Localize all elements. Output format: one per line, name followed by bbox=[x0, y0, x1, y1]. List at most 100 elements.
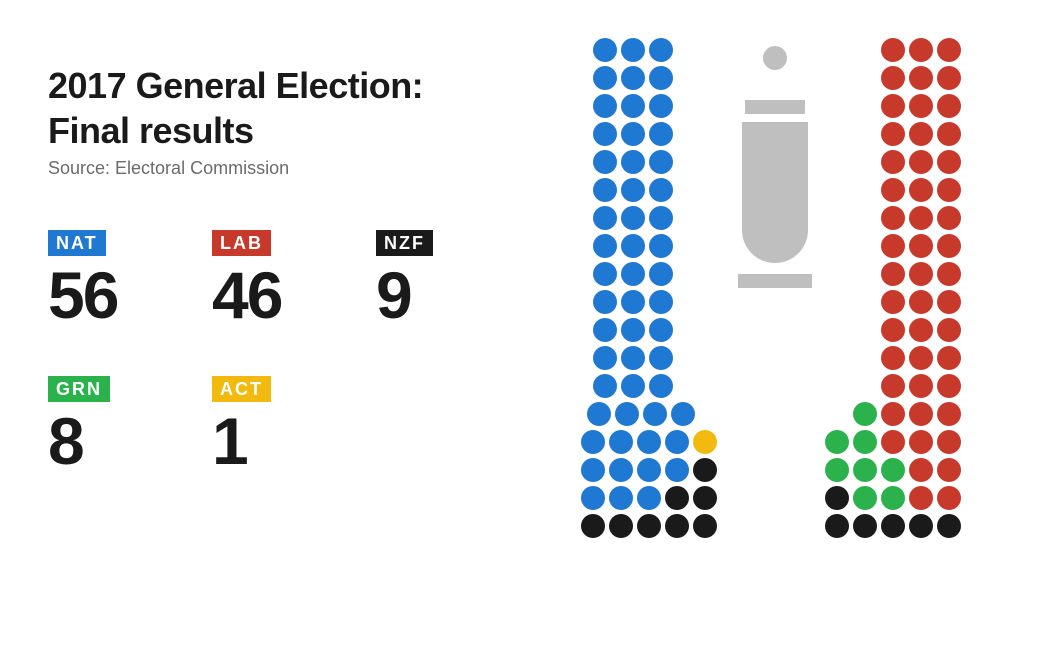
seat-nat bbox=[665, 458, 689, 482]
seat-lab bbox=[937, 206, 961, 230]
seat-lab bbox=[881, 318, 905, 342]
seat-nat bbox=[649, 66, 673, 90]
speaker-icon bbox=[763, 46, 787, 70]
seat-nzf bbox=[937, 514, 961, 538]
seat-nat bbox=[593, 374, 617, 398]
table-top-bar bbox=[745, 100, 805, 114]
seat-nat bbox=[593, 346, 617, 370]
party-nat: NAT 56 bbox=[48, 230, 144, 328]
seat-nat bbox=[621, 234, 645, 258]
seat-lab bbox=[909, 290, 933, 314]
seat-nzf bbox=[693, 458, 717, 482]
seat-nat bbox=[621, 262, 645, 286]
seat-lab bbox=[909, 206, 933, 230]
party-act: ACT1 bbox=[212, 376, 308, 474]
seat-nat bbox=[621, 38, 645, 62]
seat-nat bbox=[621, 66, 645, 90]
seat-lab bbox=[909, 318, 933, 342]
seat-lab bbox=[937, 486, 961, 510]
seat-lab bbox=[937, 374, 961, 398]
seat-grn bbox=[825, 430, 849, 454]
seat-lab bbox=[881, 94, 905, 118]
seat-lab bbox=[881, 430, 905, 454]
seat-nat bbox=[593, 38, 617, 62]
seat-lab bbox=[909, 458, 933, 482]
seat-nat bbox=[593, 234, 617, 258]
seat-lab bbox=[909, 486, 933, 510]
seat-lab bbox=[937, 458, 961, 482]
seat-lab bbox=[881, 122, 905, 146]
seat-lab bbox=[881, 234, 905, 258]
seat-nat bbox=[609, 486, 633, 510]
seat-lab bbox=[881, 290, 905, 314]
party-lab: LAB46 bbox=[212, 230, 308, 328]
seat-nzf bbox=[665, 486, 689, 510]
seat-lab bbox=[937, 38, 961, 62]
seat-lab bbox=[937, 318, 961, 342]
party-seats: 56 bbox=[48, 262, 144, 328]
party-tag: GRN bbox=[48, 376, 110, 402]
seat-nat bbox=[621, 206, 645, 230]
seat-grn bbox=[853, 486, 877, 510]
seat-lab bbox=[937, 122, 961, 146]
seat-lab bbox=[909, 122, 933, 146]
seat-nat bbox=[593, 206, 617, 230]
seat-lab bbox=[909, 94, 933, 118]
party-nzf: NZF9 bbox=[376, 230, 472, 328]
seat-lab bbox=[909, 346, 933, 370]
seat-nat bbox=[621, 122, 645, 146]
seat-lab bbox=[937, 94, 961, 118]
seat-nat bbox=[649, 94, 673, 118]
source-line: Source: Electoral Commission bbox=[48, 158, 488, 179]
seat-nat bbox=[609, 458, 633, 482]
seat-nat bbox=[609, 430, 633, 454]
party-tag: ACT bbox=[212, 376, 271, 402]
parliament-svg bbox=[520, 30, 1030, 630]
seat-nzf bbox=[853, 514, 877, 538]
seat-lab bbox=[881, 66, 905, 90]
party-seats: 8 bbox=[48, 408, 144, 474]
seat-lab bbox=[937, 430, 961, 454]
seat-lab bbox=[909, 402, 933, 426]
seat-nat bbox=[593, 290, 617, 314]
seat-nat bbox=[649, 318, 673, 342]
seat-lab bbox=[937, 262, 961, 286]
seat-lab bbox=[881, 402, 905, 426]
seat-nat bbox=[637, 486, 661, 510]
seat-nat bbox=[671, 402, 695, 426]
seat-nat bbox=[649, 38, 673, 62]
seat-grn bbox=[853, 402, 877, 426]
seat-nat bbox=[581, 458, 605, 482]
seat-nat bbox=[621, 178, 645, 202]
seat-nat bbox=[637, 458, 661, 482]
seat-grn bbox=[853, 458, 877, 482]
seat-lab bbox=[909, 150, 933, 174]
seat-nat bbox=[649, 290, 673, 314]
seat-lab bbox=[881, 206, 905, 230]
seat-nat bbox=[649, 262, 673, 286]
seat-nat bbox=[593, 66, 617, 90]
seat-nzf bbox=[693, 514, 717, 538]
seat-lab bbox=[881, 150, 905, 174]
party-tag: LAB bbox=[212, 230, 271, 256]
seat-nat bbox=[649, 374, 673, 398]
party-tag: NAT bbox=[48, 230, 106, 256]
infographic-stage: 2017 General Election: Final results Sou… bbox=[0, 0, 1050, 656]
table-body bbox=[742, 122, 808, 263]
seat-nat bbox=[593, 262, 617, 286]
header-block: 2017 General Election: Final results Sou… bbox=[48, 64, 488, 179]
seat-nzf bbox=[581, 514, 605, 538]
seat-nat bbox=[593, 122, 617, 146]
seat-lab bbox=[909, 38, 933, 62]
seat-nat bbox=[581, 430, 605, 454]
seat-lab bbox=[881, 346, 905, 370]
party-row: NAT56LAB46NZF9 bbox=[48, 230, 468, 328]
seat-nat bbox=[649, 206, 673, 230]
seat-nzf bbox=[637, 514, 661, 538]
title-line-1: 2017 General Election: bbox=[48, 64, 488, 107]
seat-nzf bbox=[693, 486, 717, 510]
seat-lab bbox=[937, 234, 961, 258]
seat-lab bbox=[909, 374, 933, 398]
seat-lab bbox=[909, 66, 933, 90]
seat-nat bbox=[643, 402, 667, 426]
